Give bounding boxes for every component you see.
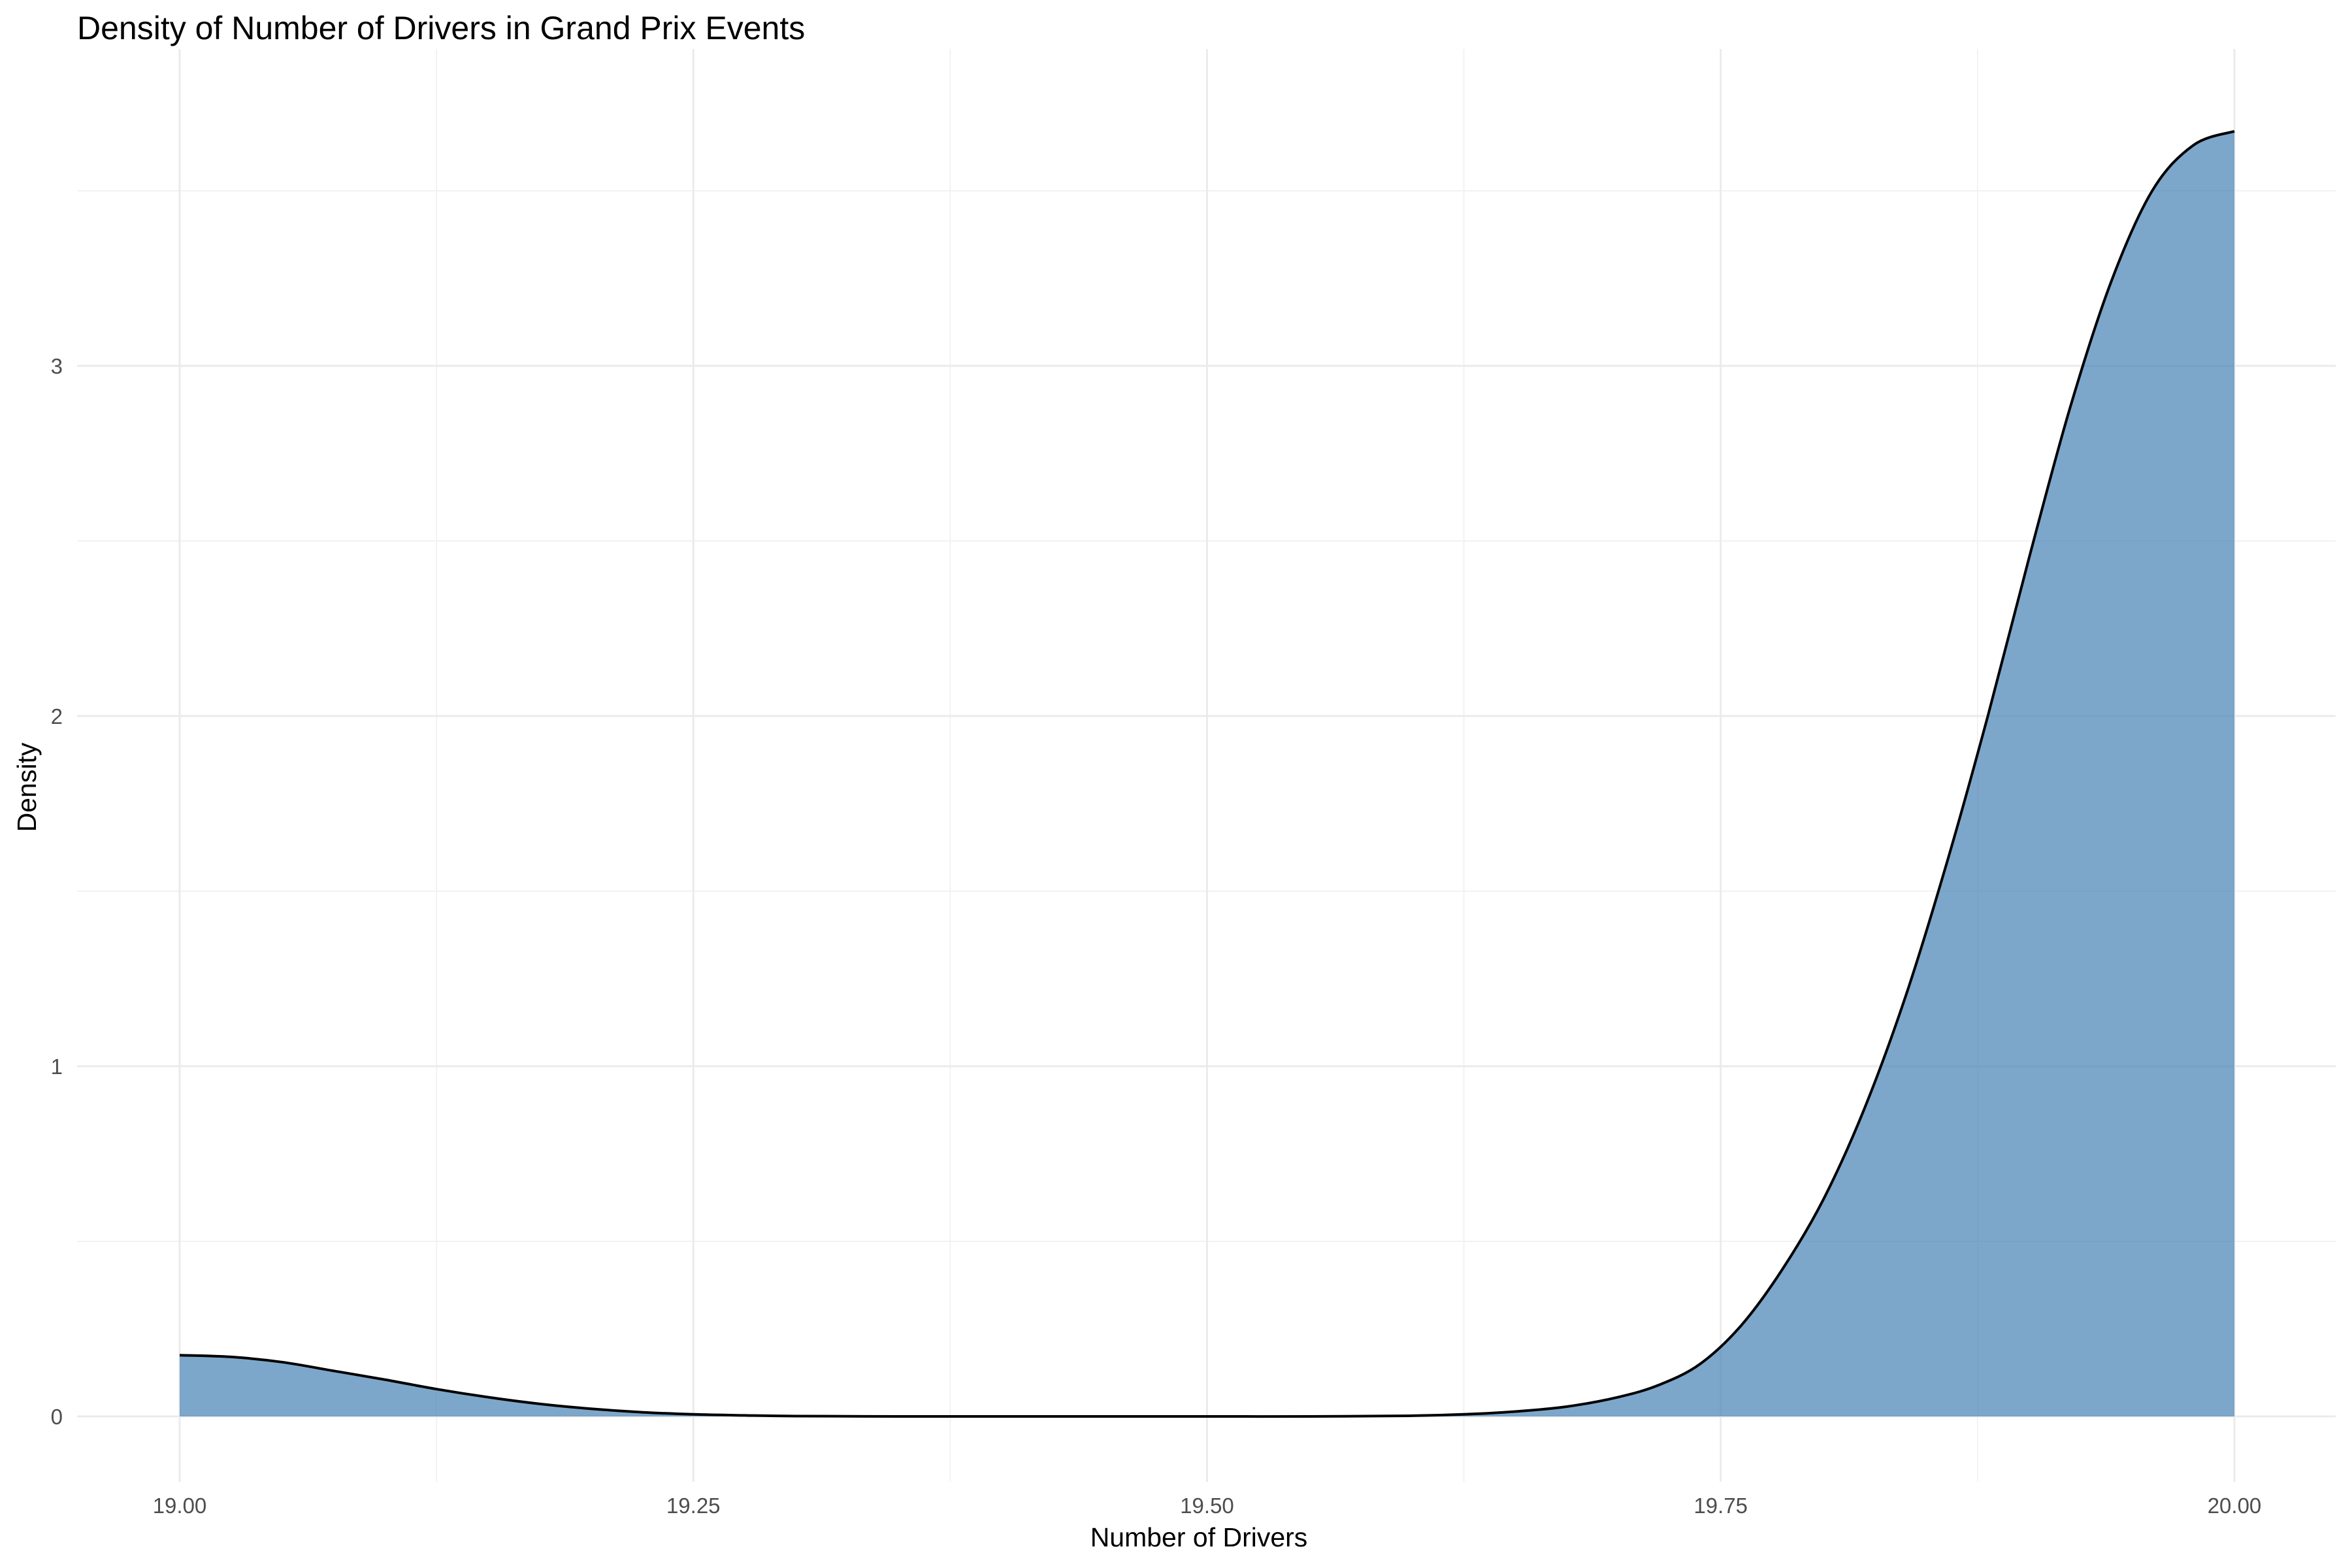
x-tick-label: 20.00 <box>2208 1494 2262 1518</box>
x-tick-label: 19.75 <box>1693 1494 1748 1518</box>
x-tick-label: 19.00 <box>153 1494 207 1518</box>
y-tick-label: 3 <box>51 354 63 378</box>
density-area <box>180 131 2234 1417</box>
y-tick-label: 2 <box>51 704 63 728</box>
x-tick-label: 19.50 <box>1180 1494 1234 1518</box>
density-line <box>179 129 2235 1418</box>
y-axis-label: Density <box>12 742 42 832</box>
y-tick-label: 1 <box>51 1054 63 1079</box>
tick-labels: 19.00 19.25 19.50 19.75 20.00 0 1 2 3 <box>51 354 2262 1518</box>
chart-title: Density of Number of Drivers in Grand Pr… <box>77 10 805 46</box>
x-axis-label: Number of Drivers <box>1090 1522 1308 1552</box>
y-tick-label: 0 <box>51 1405 63 1429</box>
x-tick-label: 19.25 <box>666 1494 721 1518</box>
